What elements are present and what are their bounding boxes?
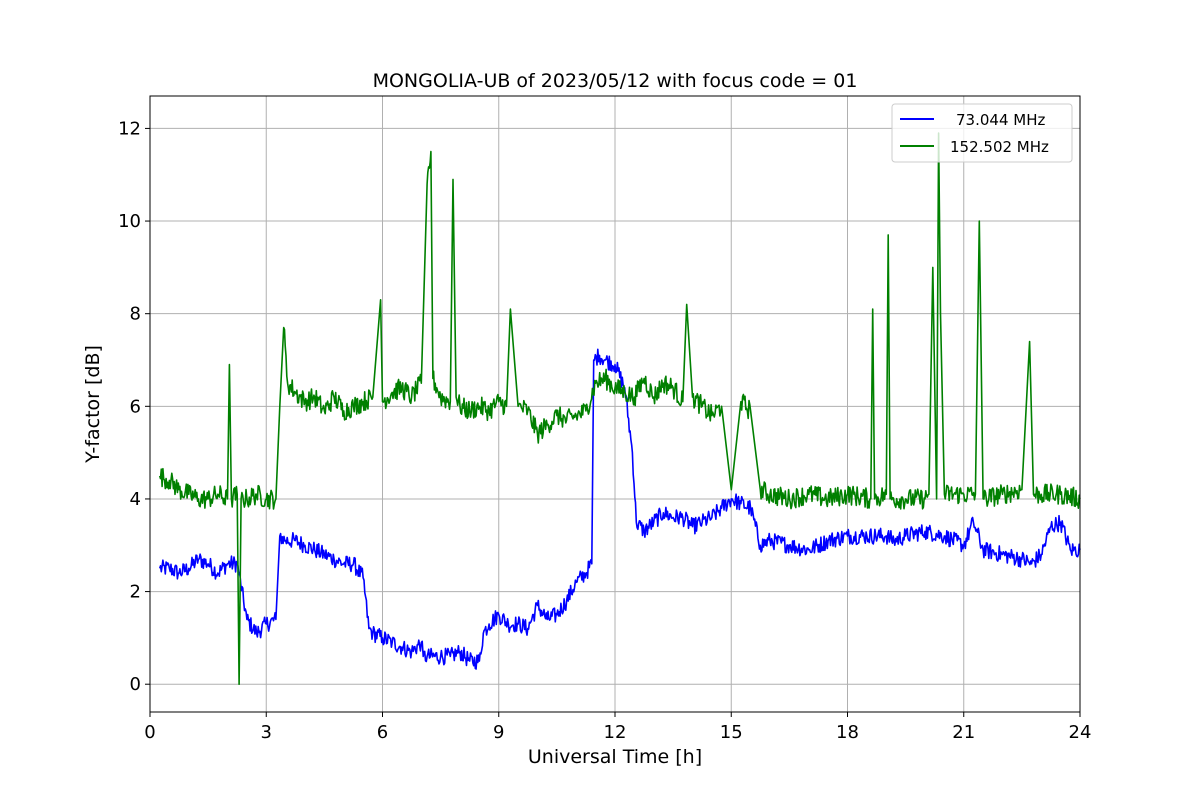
legend-label-152mhz: 152.502 MHz [950, 138, 1049, 156]
series-line-1 [158, 132, 1081, 685]
x-tick-label: 0 [144, 722, 155, 743]
chart-title: MONGOLIA-UB of 2023/05/12 with focus cod… [373, 70, 858, 92]
series-line-0 [158, 348, 1081, 670]
x-tick-label: 12 [604, 722, 627, 743]
y-tick-label: 2 [130, 582, 141, 603]
x-axis-title: Universal Time [h] [528, 746, 702, 768]
x-tick-label: 21 [952, 722, 975, 743]
legend-label-73mhz: 73.044 MHz [956, 111, 1045, 129]
y-tick-label: 4 [130, 489, 141, 510]
x-tick-label: 6 [377, 722, 388, 743]
y-tick-label: 6 [130, 396, 141, 417]
y-tick-label: 12 [118, 118, 141, 139]
y-tick-label: 0 [130, 674, 141, 695]
series-layer [158, 132, 1081, 685]
y-tick-label: 8 [130, 304, 141, 325]
x-tick-label: 18 [836, 722, 859, 743]
y-tick-label: 10 [118, 211, 141, 232]
x-tick-label: 3 [261, 722, 272, 743]
x-tick-label: 24 [1069, 722, 1092, 743]
x-tick-label: 15 [720, 722, 743, 743]
x-tick-label: 9 [493, 722, 504, 743]
legend: 73.044 MHz 152.502 MHz [891, 103, 1073, 163]
y-axis-title: Y-factor [dB] [82, 345, 104, 464]
legend-box [891, 103, 1073, 163]
